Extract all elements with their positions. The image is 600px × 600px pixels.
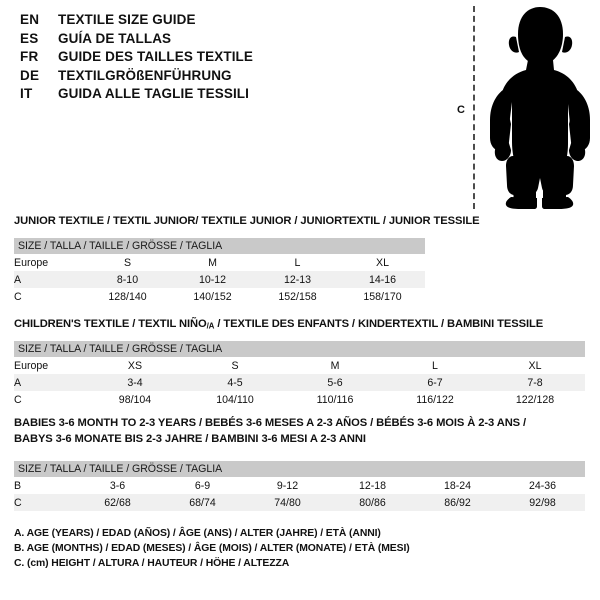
cell-value: M xyxy=(170,254,255,271)
cell-value: L xyxy=(385,357,485,374)
cell-value: 3-4 xyxy=(85,374,185,391)
language-title: TEXTILGRÖßENFÜHRUNG xyxy=(58,67,232,83)
table-row: C 98/104 104/110 110/116 116/122 122/128 xyxy=(14,391,585,408)
children-table-bar-row: SIZE / TALLA / TAILLE / GRÖSSE / TAGLIA xyxy=(14,341,585,357)
row-label: C xyxy=(14,391,85,408)
cell-value: 158/170 xyxy=(340,288,425,305)
height-measurement-figure: C xyxy=(440,0,600,215)
cell-value: 128/140 xyxy=(85,288,170,305)
cell-value: 5-6 xyxy=(285,374,385,391)
table-row: A 3-4 4-5 5-6 6-7 7-8 xyxy=(14,374,585,391)
toddler-silhouette-icon xyxy=(490,7,590,209)
cell-value: 152/158 xyxy=(255,288,340,305)
babies-section-heading: BABIES 3-6 MONTH TO 2-3 YEARS / BEBÉS 3-… xyxy=(14,417,526,445)
cell-value: 140/152 xyxy=(170,288,255,305)
junior-table-bar-row: SIZE / TALLA / TAILLE / GRÖSSE / TAGLIA xyxy=(14,238,425,254)
table-row: C 62/68 68/74 74/80 80/86 86/92 92/98 xyxy=(14,494,586,511)
cell-value: 92/98 xyxy=(500,494,586,511)
children-heading-subscript: /A xyxy=(206,321,215,331)
language-code: FR xyxy=(20,49,39,64)
cell-value: 98/104 xyxy=(85,391,185,408)
cell-value: 86/92 xyxy=(415,494,500,511)
junior-size-table: SIZE / TALLA / TAILLE / GRÖSSE / TAGLIA … xyxy=(14,238,425,305)
cell-value: 116/122 xyxy=(385,391,485,408)
cell-value: M xyxy=(285,357,385,374)
language-code: IT xyxy=(20,86,33,101)
cell-value: 24-36 xyxy=(500,477,586,494)
row-label: A xyxy=(14,374,85,391)
table-row: A 8-10 10-12 12-13 14-16 xyxy=(14,271,425,288)
babies-table-bar-row: SIZE / TALLA / TAILLE / GRÖSSE / TAGLIA xyxy=(14,461,586,477)
children-size-table: SIZE / TALLA / TAILLE / GRÖSSE / TAGLIA … xyxy=(14,341,585,408)
language-row: DE TEXTILGRÖßENFÜHRUNG xyxy=(20,68,420,87)
cell-value: 3-6 xyxy=(75,477,160,494)
cell-value: 12-13 xyxy=(255,271,340,288)
legend-row-c: C. (cm) HEIGHT / ALTURA / HAUTEUR / HÖHE… xyxy=(14,558,290,569)
cell-value: XS xyxy=(85,357,185,374)
language-row: FR GUIDE DES TAILLES TEXTILE xyxy=(20,49,420,68)
height-measure-label: C xyxy=(457,104,465,116)
cell-value: 68/74 xyxy=(160,494,245,511)
cell-value: 9-12 xyxy=(245,477,330,494)
cell-value: 7-8 xyxy=(485,374,585,391)
row-label: Europe xyxy=(14,254,85,271)
children-size-bar-label: SIZE / TALLA / TAILLE / GRÖSSE / TAGLIA xyxy=(14,341,585,357)
table-row: Europe S M L XL xyxy=(14,254,425,271)
cell-value: S xyxy=(185,357,285,374)
cell-value: 110/116 xyxy=(285,391,385,408)
cell-value: 18-24 xyxy=(415,477,500,494)
cell-value: 6-7 xyxy=(385,374,485,391)
babies-size-table: SIZE / TALLA / TAILLE / GRÖSSE / TAGLIA … xyxy=(14,461,586,511)
language-row: IT GUIDA ALLE TAGLIE TESSILI xyxy=(20,86,420,105)
language-title-list: EN TEXTILE SIZE GUIDE ES GUÍA DE TALLAS … xyxy=(20,12,420,105)
children-section-heading: CHILDREN'S TEXTILE / TEXTIL NIÑO/A / TEX… xyxy=(14,318,543,330)
cell-value: 12-18 xyxy=(330,477,415,494)
cell-value: L xyxy=(255,254,340,271)
cell-value: XL xyxy=(485,357,585,374)
legend-row-b: B. AGE (MONTHS) / EDAD (MESES) / ÂGE (MO… xyxy=(14,543,410,554)
language-row: ES GUÍA DE TALLAS xyxy=(20,31,420,50)
cell-value: 122/128 xyxy=(485,391,585,408)
table-row: Europe XS S M L XL xyxy=(14,357,585,374)
babies-size-bar-label: SIZE / TALLA / TAILLE / GRÖSSE / TAGLIA xyxy=(14,461,586,477)
language-title: GUIDE DES TAILLES TEXTILE xyxy=(58,49,254,64)
cell-value: 4-5 xyxy=(185,374,285,391)
cell-value: 8-10 xyxy=(85,271,170,288)
language-title: GUÍA DE TALLAS xyxy=(58,30,172,46)
babies-heading-line1: BABIES 3-6 MONTH TO 2-3 YEARS / BEBÉS 3-… xyxy=(14,417,527,429)
language-code: ES xyxy=(20,30,39,46)
cell-value: 80/86 xyxy=(330,494,415,511)
row-label: C xyxy=(14,288,85,305)
row-label: C xyxy=(14,494,75,511)
language-title: TEXTILE SIZE GUIDE xyxy=(58,12,196,27)
language-code: EN xyxy=(20,12,40,27)
cell-value: 74/80 xyxy=(245,494,330,511)
height-dashed-guide-line xyxy=(473,6,475,209)
babies-heading-line2: BABYS 3-6 MONATE BIS 2-3 JAHRE / BAMBINI… xyxy=(14,432,366,445)
language-title: GUIDA ALLE TAGLIE TESSILI xyxy=(58,86,249,101)
cell-value: XL xyxy=(340,254,425,271)
cell-value: 6-9 xyxy=(160,477,245,494)
cell-value: 14-16 xyxy=(340,271,425,288)
children-heading-pre: CHILDREN'S TEXTILE / TEXTIL NIÑO xyxy=(14,318,207,330)
language-code: DE xyxy=(20,67,40,83)
junior-size-bar-label: SIZE / TALLA / TAILLE / GRÖSSE / TAGLIA xyxy=(14,238,425,254)
measurement-legend: A. AGE (YEARS) / EDAD (AÑOS) / ÂGE (ANS)… xyxy=(14,528,410,573)
cell-value: 62/68 xyxy=(75,494,160,511)
legend-row-a: A. AGE (YEARS) / EDAD (AÑOS) / ÂGE (ANS)… xyxy=(14,528,381,539)
row-label: Europe xyxy=(14,357,85,374)
row-label: A xyxy=(14,271,85,288)
table-row: B 3-6 6-9 9-12 12-18 18-24 24-36 xyxy=(14,477,586,494)
cell-value: 10-12 xyxy=(170,271,255,288)
row-label: B xyxy=(14,477,75,494)
children-heading-post: / TEXTILE DES ENFANTS / KINDERTEXTIL / B… xyxy=(214,318,544,330)
language-row: EN TEXTILE SIZE GUIDE xyxy=(20,12,420,31)
cell-value: 104/110 xyxy=(185,391,285,408)
cell-value: S xyxy=(85,254,170,271)
table-row: C 128/140 140/152 152/158 158/170 xyxy=(14,288,425,305)
junior-section-heading: JUNIOR TEXTILE / TEXTIL JUNIOR/ TEXTILE … xyxy=(14,215,480,227)
